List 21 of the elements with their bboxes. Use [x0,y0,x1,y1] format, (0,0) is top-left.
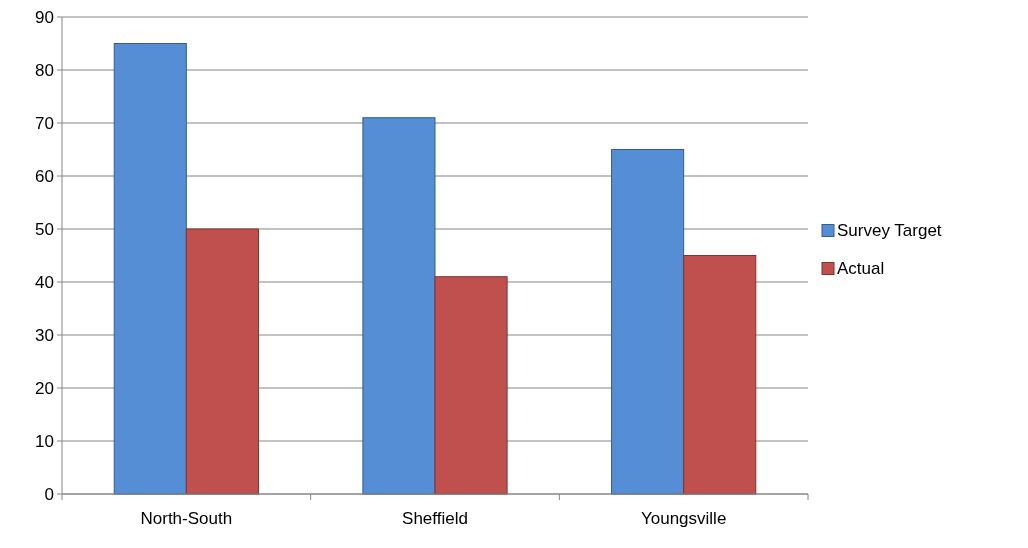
bar [683,255,757,495]
bar [434,276,508,495]
bar [113,43,187,495]
y-tick-label: 80 [35,60,54,80]
y-tick-label: 30 [35,325,54,345]
y-tick-label: 90 [35,7,54,27]
y-tick-label: 70 [35,113,54,133]
bar [362,117,436,495]
y-tick-label: 10 [35,431,54,451]
y-tick-label: 0 [44,484,54,504]
x-tick-label: Youngsville [640,509,727,528]
legend-label: Survey Target [837,221,942,241]
x-tick-label: Sheffield [402,509,468,528]
y-tick-label: 50 [35,219,54,239]
y-tick-label: 40 [35,272,54,292]
y-tick-label: 60 [35,166,54,186]
legend-label: Actual [837,259,885,279]
bar [185,228,259,495]
bar [611,149,685,495]
x-tick-label: North-South [140,509,233,528]
y-tick-label: 20 [35,378,54,398]
